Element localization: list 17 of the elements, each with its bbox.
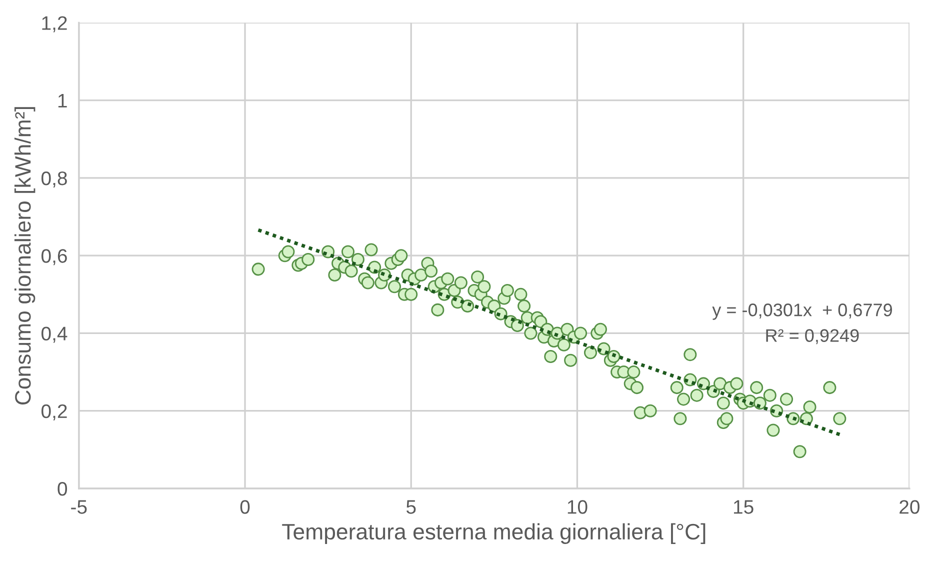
x-tick-label: 5 (406, 500, 416, 514)
y-tick-label: 1,2 (42, 16, 67, 32)
x-tick-label: 15 (734, 500, 754, 514)
y-tick-label: 0,4 (42, 326, 68, 343)
annotation: R² = 0,9249 (766, 329, 859, 344)
y-tick-label: 0,2 (42, 404, 67, 420)
y-tick-label: 0,8 (42, 171, 67, 188)
y-tick-label: 0,6 (42, 249, 67, 266)
y-tick-label: 0 (58, 482, 68, 496)
x-tick-label: 10 (568, 500, 588, 514)
x-axis-title: Temperatura esterna media giornaliera [°C] (282, 523, 706, 544)
x-tick-label: -5 (71, 500, 87, 514)
y-tick-label: 1 (58, 94, 67, 108)
x-tick-label: 20 (900, 500, 920, 514)
x-tick-label: 0 (240, 500, 250, 514)
y-axis-title: Consumo giornaliero [kWh/m²] (14, 107, 36, 405)
annotation: y = -0,0301x + 0,6779 (712, 304, 892, 320)
